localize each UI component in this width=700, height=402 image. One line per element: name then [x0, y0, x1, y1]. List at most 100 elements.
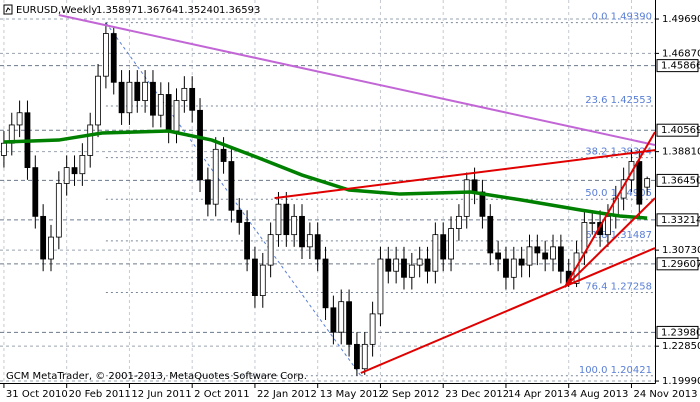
fib-label: 100.0 1.20421 — [579, 365, 652, 376]
candle-body — [644, 178, 651, 188]
candle-body — [40, 215, 47, 260]
candle-body — [377, 258, 384, 315]
price-label: 1.45866 — [661, 61, 700, 72]
x-tick-label: 24 Nov 2013 — [633, 389, 697, 400]
candle-body — [534, 246, 541, 254]
candle-body — [636, 161, 643, 205]
candle-body — [424, 258, 431, 272]
candle-body — [550, 246, 556, 260]
price-box — [656, 325, 699, 339]
candle-body — [165, 94, 172, 132]
x-tick-label: 23 Dec 2012 — [445, 389, 509, 400]
price-label: 1.40569 — [661, 125, 700, 136]
candle-body — [401, 258, 407, 278]
fib-label: 61.8 1.31487 — [585, 230, 652, 241]
candle-body — [181, 87, 188, 101]
trend-line — [274, 149, 655, 200]
candle-body — [63, 167, 70, 184]
candle-body — [197, 109, 203, 181]
candle-body — [518, 258, 525, 266]
candle-body — [385, 258, 392, 272]
candle-body — [16, 112, 23, 126]
header: EURUSD,Weekly 1.35897 1.36764 1.35240 1.… — [3, 4, 260, 16]
candle-body — [48, 236, 54, 260]
candle-body — [110, 33, 117, 83]
candle-body — [228, 161, 235, 211]
x-tick-label: 22 Jan 2012 — [257, 389, 317, 400]
price-box — [656, 59, 699, 73]
candle-body — [102, 33, 109, 77]
x-tick-label: 12 Jun 2011 — [131, 389, 191, 400]
price-label: 1.33214 — [661, 215, 700, 226]
candle-body — [354, 343, 360, 370]
ohlc-high: 1.36764 — [137, 5, 178, 16]
candle-body — [346, 301, 352, 345]
candle-body — [471, 179, 478, 193]
y-tick-label: 1.46870 — [662, 48, 700, 59]
candle-body — [597, 222, 603, 236]
candle-body — [526, 246, 533, 266]
grid — [0, 0, 655, 383]
candle-body — [330, 307, 337, 333]
x-tick-label: 31 Oct 2010 — [6, 389, 68, 400]
trend-line — [360, 247, 655, 374]
candle-body — [150, 81, 156, 116]
price-label: 1.29607 — [661, 259, 700, 270]
y-tick-label: 1.30730 — [662, 245, 700, 256]
y-tick-label: 1.19990 — [662, 376, 700, 387]
candle-body — [487, 215, 494, 254]
fib-label: 38.2 1.38324 — [585, 147, 652, 158]
candle-body — [463, 179, 470, 217]
x-tick-label: 20 Feb 2011 — [69, 389, 131, 400]
price-label: 1.36450 — [661, 175, 700, 186]
candle-body — [220, 148, 227, 162]
x-tick-label: 4 Aug 2013 — [571, 389, 629, 400]
candle-body — [314, 234, 321, 260]
x-tick-label: 2 Sep 2012 — [382, 389, 439, 400]
candle-body — [212, 148, 219, 205]
candle-body — [479, 191, 486, 217]
fib-label: 76.4 1.27258 — [585, 281, 652, 292]
x-tick-label: 2 Oct 2011 — [194, 389, 249, 400]
ohlc-close: 1.36593 — [219, 5, 260, 16]
candle-body — [291, 215, 298, 236]
candle-body — [503, 258, 509, 278]
candle-body — [55, 183, 62, 238]
trend-line — [564, 197, 655, 288]
candle-body — [157, 94, 164, 116]
candle-body — [267, 234, 274, 266]
ohlc-low: 1.35240 — [178, 5, 219, 16]
header-icon — [3, 4, 13, 15]
fib-label: 23.6 1.42553 — [585, 95, 652, 106]
candle-body — [306, 234, 313, 248]
fib-label: 0.0 1.49390 — [592, 12, 652, 23]
candle-body — [1, 142, 7, 156]
candle-body — [299, 215, 305, 248]
candle-body — [79, 155, 86, 175]
candle-body — [557, 246, 564, 272]
candle-body — [204, 179, 211, 205]
candle-body — [440, 234, 447, 260]
candle-body — [173, 100, 180, 132]
x-tick-label: 14 Apr 2013 — [508, 389, 570, 400]
candle-body — [338, 301, 345, 333]
candle-body — [605, 215, 611, 236]
candle-body — [126, 81, 133, 114]
y-tick-label: 1.22850 — [662, 341, 700, 352]
candle-body — [416, 258, 423, 266]
candle-body — [369, 313, 376, 345]
candle-body — [361, 343, 368, 370]
candle-body — [32, 167, 39, 217]
candle-body — [495, 252, 502, 260]
price-box — [656, 173, 699, 187]
candle-body — [455, 215, 462, 229]
candle-body — [408, 264, 415, 278]
moving-average — [3, 129, 648, 220]
candle-body — [510, 258, 517, 278]
candle-body — [71, 167, 78, 175]
candle-body — [236, 209, 243, 223]
candle-body — [142, 81, 149, 101]
candle-body — [589, 222, 596, 224]
footer: GCM MetaTrader, © 2001-2013, MetaQuotes … — [6, 371, 307, 382]
